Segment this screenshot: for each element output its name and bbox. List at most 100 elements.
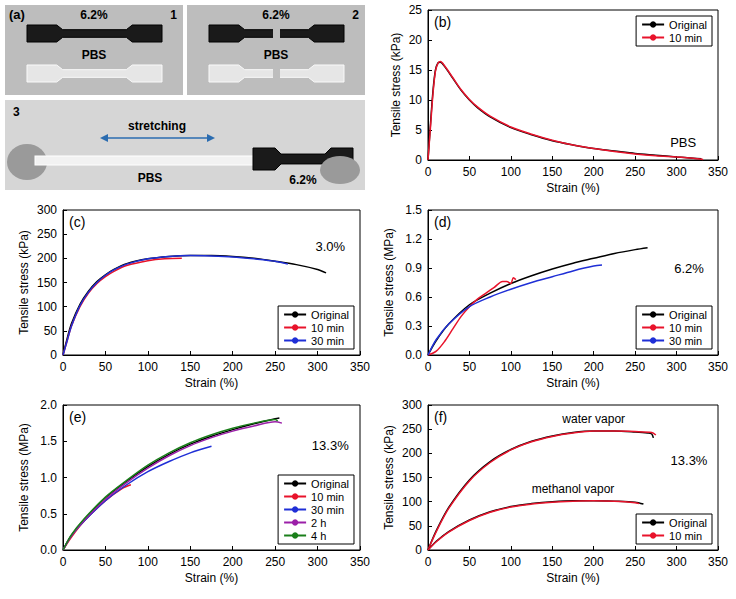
svg-text:(d): (d): [434, 214, 451, 230]
svg-text:0: 0: [60, 360, 67, 374]
svg-text:PBS: PBS: [82, 48, 107, 62]
svg-text:300: 300: [308, 360, 328, 374]
svg-text:50: 50: [44, 324, 58, 338]
svg-text:150: 150: [180, 360, 200, 374]
svg-text:Original: Original: [669, 309, 707, 321]
svg-text:250: 250: [402, 422, 422, 436]
svg-text:PBS: PBS: [264, 48, 289, 62]
svg-text:20: 20: [409, 33, 423, 47]
svg-text:100: 100: [138, 360, 158, 374]
svg-text:Tensile stress (kPa): Tensile stress (kPa): [382, 425, 396, 530]
svg-text:water vapor: water vapor: [561, 412, 625, 426]
svg-text:150: 150: [37, 276, 57, 290]
svg-text:(e): (e): [69, 409, 86, 425]
svg-text:150: 150: [542, 165, 562, 179]
svg-text:350: 350: [350, 360, 370, 374]
svg-text:50: 50: [463, 360, 477, 374]
svg-text:PBS: PBS: [670, 135, 696, 150]
svg-text:3.0%: 3.0%: [315, 239, 345, 254]
svg-text:(a): (a): [9, 7, 25, 22]
svg-text:5: 5: [415, 123, 422, 137]
svg-text:Tensile stress (MPa): Tensile stress (MPa): [17, 423, 31, 532]
svg-text:0: 0: [415, 153, 422, 167]
svg-text:200: 200: [584, 555, 604, 569]
svg-text:13.3%: 13.3%: [671, 453, 708, 468]
svg-text:0.0: 0.0: [405, 348, 422, 362]
svg-text:(f): (f): [434, 409, 447, 425]
svg-text:(b): (b): [434, 14, 451, 30]
svg-text:100: 100: [501, 555, 521, 569]
svg-text:4 h: 4 h: [311, 530, 326, 542]
svg-text:Original: Original: [311, 309, 349, 321]
svg-text:150: 150: [402, 471, 422, 485]
svg-text:350: 350: [708, 165, 728, 179]
svg-text:200: 200: [584, 165, 604, 179]
svg-text:stretching: stretching: [128, 119, 186, 133]
svg-text:300: 300: [667, 555, 687, 569]
svg-text:50: 50: [99, 360, 113, 374]
svg-text:0: 0: [425, 165, 432, 179]
svg-text:50: 50: [463, 165, 477, 179]
svg-text:50: 50: [463, 555, 477, 569]
svg-text:10 min: 10 min: [311, 322, 344, 334]
svg-text:10 min: 10 min: [311, 491, 344, 503]
svg-text:0: 0: [425, 555, 432, 569]
svg-text:(c): (c): [69, 214, 85, 230]
svg-text:300: 300: [667, 360, 687, 374]
svg-text:Tensile stress (kPa): Tensile stress (kPa): [17, 230, 31, 335]
svg-text:250: 250: [625, 360, 645, 374]
svg-text:Original: Original: [311, 478, 349, 490]
svg-text:100: 100: [402, 495, 422, 509]
svg-text:50: 50: [99, 555, 113, 569]
svg-text:Strain (%): Strain (%): [185, 376, 238, 390]
svg-text:0.3: 0.3: [405, 319, 422, 333]
svg-text:1.5: 1.5: [40, 434, 57, 448]
svg-text:1.0: 1.0: [40, 471, 57, 485]
svg-text:200: 200: [402, 446, 422, 460]
svg-text:1.2: 1.2: [405, 232, 422, 246]
svg-text:Strain (%): Strain (%): [546, 181, 599, 195]
svg-text:250: 250: [625, 555, 645, 569]
svg-text:30 min: 30 min: [669, 335, 702, 347]
svg-text:6.2%: 6.2%: [80, 8, 108, 22]
svg-text:10 min: 10 min: [669, 322, 702, 334]
svg-text:0.0: 0.0: [40, 543, 57, 557]
svg-text:0: 0: [60, 555, 67, 569]
svg-text:300: 300: [37, 203, 57, 217]
svg-text:0: 0: [415, 543, 422, 557]
svg-text:6.2%: 6.2%: [674, 261, 704, 276]
svg-text:200: 200: [223, 360, 243, 374]
svg-text:10 min: 10 min: [669, 32, 702, 44]
svg-text:Strain (%): Strain (%): [185, 571, 238, 585]
svg-text:350: 350: [708, 360, 728, 374]
svg-text:Strain (%): Strain (%): [546, 571, 599, 585]
svg-text:methanol vapor: methanol vapor: [532, 482, 615, 496]
svg-text:6.2%: 6.2%: [289, 173, 317, 187]
svg-text:Original: Original: [669, 19, 707, 31]
svg-text:2.0: 2.0: [40, 398, 57, 412]
svg-text:25: 25: [409, 3, 423, 17]
svg-text:250: 250: [625, 165, 645, 179]
svg-text:150: 150: [542, 555, 562, 569]
svg-text:Strain (%): Strain (%): [546, 376, 599, 390]
svg-text:100: 100: [37, 300, 57, 314]
svg-text:300: 300: [402, 398, 422, 412]
svg-text:13.3%: 13.3%: [312, 438, 349, 453]
svg-text:150: 150: [180, 555, 200, 569]
svg-text:200: 200: [37, 251, 57, 265]
svg-text:150: 150: [542, 360, 562, 374]
svg-text:10: 10: [409, 93, 423, 107]
svg-text:200: 200: [223, 555, 243, 569]
svg-text:250: 250: [37, 227, 57, 241]
svg-text:Tensile stress (MPa): Tensile stress (MPa): [382, 228, 396, 337]
svg-text:15: 15: [409, 63, 423, 77]
svg-text:0: 0: [425, 360, 432, 374]
svg-text:350: 350: [708, 555, 728, 569]
svg-text:100: 100: [138, 555, 158, 569]
svg-text:PBS: PBS: [138, 171, 163, 185]
svg-text:350: 350: [350, 555, 370, 569]
svg-text:50: 50: [409, 519, 423, 533]
svg-text:250: 250: [265, 360, 285, 374]
svg-text:10 min: 10 min: [669, 530, 702, 542]
svg-text:6.2%: 6.2%: [262, 8, 290, 22]
